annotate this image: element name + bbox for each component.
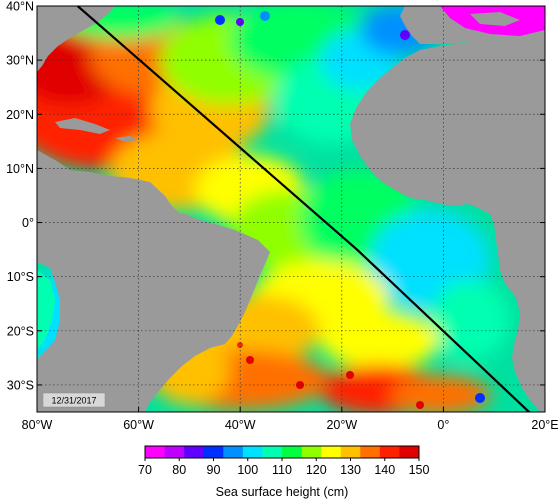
- land-africa: [350, 40, 545, 412]
- land-central-america: [37, 150, 186, 230]
- colorbar-tick-label: 150: [409, 463, 430, 477]
- lat-label: 0°: [22, 216, 34, 230]
- land-hispaniola: [115, 136, 138, 142]
- lon-label: 80°W: [22, 418, 53, 432]
- colorbar-swatch: [184, 446, 205, 458]
- colorbar-swatch: [203, 446, 224, 458]
- colorbar-tick-label: 70: [138, 463, 152, 477]
- colorbar-swatch: [399, 446, 420, 458]
- colorbar-swatch: [164, 446, 185, 458]
- pacific-ocean-strip: [37, 270, 55, 350]
- lat-label: 10°S: [7, 270, 34, 284]
- colorbar-swatch: [360, 446, 381, 458]
- land-south-america: [37, 212, 270, 412]
- colorbar-swatches: [145, 446, 420, 458]
- colorbar-tick-label: 80: [172, 463, 186, 477]
- date-label: 12/31/2017: [51, 396, 96, 406]
- lat-label: 30°S: [7, 378, 34, 392]
- lat-label: 20°N: [6, 108, 34, 122]
- colorbar-swatch: [340, 446, 361, 458]
- track-line: [76, 6, 531, 412]
- lat-label: 10°N: [6, 162, 34, 176]
- lon-label: 60°W: [123, 418, 154, 432]
- colorbar-swatch: [282, 446, 303, 458]
- colorbar-swatch: [145, 446, 166, 458]
- colorbar-tick-label: 130: [340, 463, 361, 477]
- graticule: [37, 6, 545, 412]
- map-field: [37, 6, 545, 412]
- lon-label: 40°W: [225, 418, 256, 432]
- colorbar-ticks: 70 80 90 100 110 120 130 140 150: [138, 458, 429, 477]
- colorbar-swatch: [262, 446, 283, 458]
- lon-label: 20°E: [531, 418, 558, 432]
- colorbar: 70 80 90 100 110 120 130 140 150 Sea surface hei…: [138, 445, 429, 499]
- lat-label: 20°S: [7, 324, 34, 338]
- land-masses: [37, 6, 545, 412]
- map-frame: [36, 5, 546, 413]
- lat-label: 40°N: [6, 0, 34, 14]
- colorbar-swatch: [321, 446, 342, 458]
- colorbar-tick-label: 110: [272, 463, 292, 477]
- latitude-axis: 40°N 30°N 20°N 10°N 0° 10°S 20°S 30°S: [6, 0, 545, 392]
- colorbar-title: Sea surface height (cm): [216, 485, 349, 499]
- lon-label: 0°: [437, 418, 449, 432]
- colorbar-tick-label: 100: [237, 463, 258, 477]
- lon-label: 20°W: [326, 418, 357, 432]
- lat-label: 30°N: [6, 54, 34, 68]
- colorbar-swatch: [223, 446, 244, 458]
- colorbar-tick-label: 90: [207, 463, 221, 477]
- land-caribbean-islands: [55, 118, 110, 134]
- colorbar-swatch: [379, 446, 400, 458]
- land-mediterranean-island: [470, 12, 520, 26]
- colorbar-swatch: [301, 446, 322, 458]
- colorbar-tick-label: 120: [306, 463, 327, 477]
- colorbar-swatch: [242, 446, 263, 458]
- colorbar-tick-label: 140: [374, 463, 395, 477]
- longitude-axis: 80°W 60°W 40°W 20°W 0° 20°E: [22, 407, 559, 432]
- date-label-box: 12/31/2017: [42, 392, 106, 408]
